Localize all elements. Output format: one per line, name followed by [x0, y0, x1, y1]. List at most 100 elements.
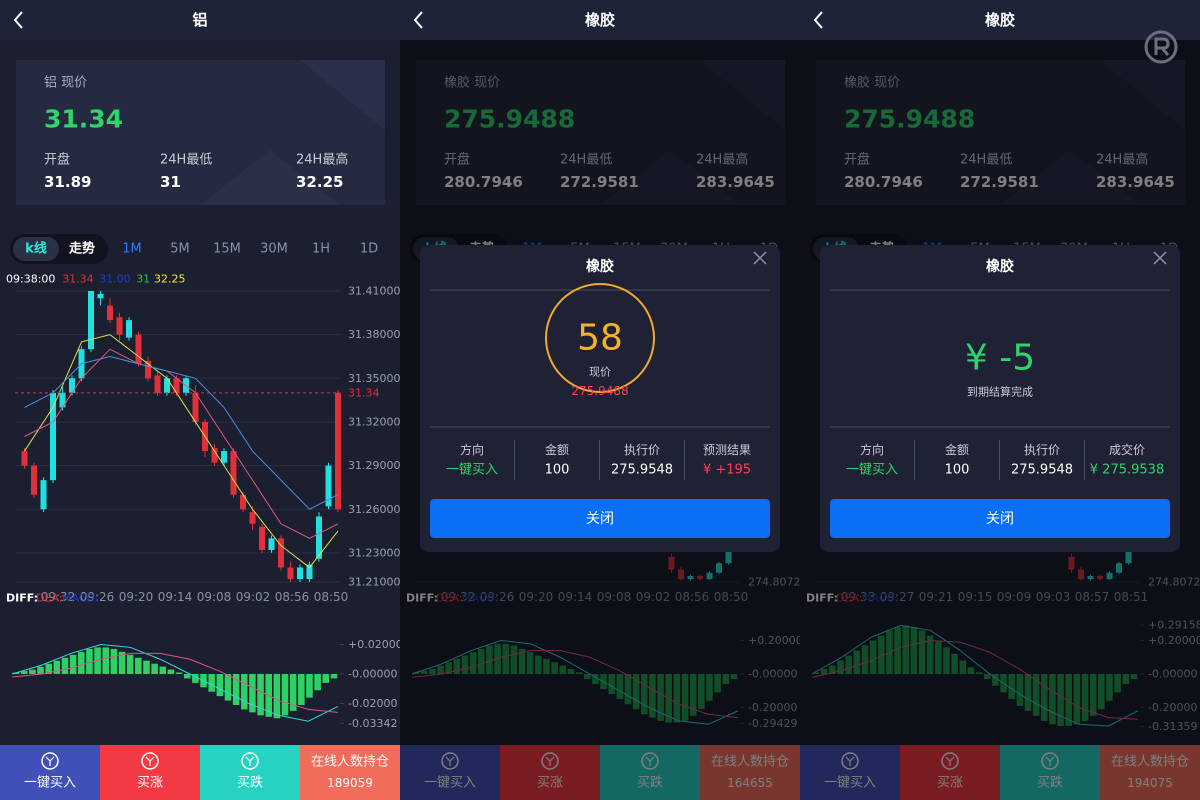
- back-button[interactable]: [413, 11, 423, 29]
- action-button[interactable]: [0, 745, 100, 800]
- logo-glyph: [1154, 37, 1170, 56]
- header-title: 铝: [192, 11, 207, 29]
- macd-tick-label: -0.00000: [348, 668, 397, 681]
- candle-body: [50, 392, 56, 481]
- close-button[interactable]: [430, 499, 770, 538]
- back-button[interactable]: [813, 11, 823, 29]
- countdown-ring: [545, 283, 655, 393]
- price-card: [16, 60, 385, 205]
- close-button[interactable]: [830, 499, 1170, 538]
- x-tick-label: 09:02: [236, 590, 271, 604]
- action-button[interactable]: [200, 745, 300, 800]
- card-decoration: [300, 60, 385, 130]
- ohlc-info: 32.25: [154, 273, 186, 286]
- modal-title: 橡胶: [986, 258, 1014, 275]
- candle-body: [259, 526, 265, 550]
- button-icon: [141, 752, 159, 770]
- candle-body: [306, 564, 313, 580]
- card-decoration: [200, 150, 340, 205]
- macd-bar: [151, 663, 158, 674]
- y-tick-label: 31.38000: [348, 328, 401, 341]
- macd-bar: [29, 669, 36, 674]
- macd-bar: [135, 657, 142, 674]
- action-button[interactable]: [300, 745, 400, 800]
- result-caption: 到期结算完成: [967, 385, 1033, 399]
- x-tick-label: 08:50: [314, 590, 349, 604]
- modal: [420, 245, 780, 552]
- column-label: 方向: [460, 442, 484, 457]
- action-button[interactable]: [100, 745, 200, 800]
- macd-bar: [281, 674, 289, 716]
- macd-bar: [208, 674, 215, 692]
- countdown-value: 58: [577, 318, 623, 359]
- y-tick-label: 31.29000: [348, 459, 401, 472]
- macd-bar: [159, 666, 167, 674]
- macd-bar: [224, 674, 232, 701]
- candle-body: [335, 392, 341, 510]
- macd-bar: [314, 674, 321, 691]
- candle-body: [164, 378, 170, 393]
- header-bar: [800, 0, 1200, 40]
- header-bar: [0, 0, 400, 40]
- macd-bar: [232, 674, 240, 705]
- macd-bar: [126, 654, 134, 674]
- macd-bar: [53, 660, 61, 674]
- macd-bar: [216, 674, 224, 697]
- current-price: 31.34: [44, 105, 123, 134]
- button-icon: [41, 752, 59, 770]
- candle-body: [221, 451, 227, 463]
- macd-bar: [298, 674, 305, 705]
- header-title: 橡胶: [985, 11, 1015, 29]
- y-tick-label: 31.32000: [348, 415, 401, 428]
- candle-body: [88, 291, 94, 350]
- column-value: ¥ +195: [703, 463, 751, 478]
- column-value: 100: [545, 463, 570, 478]
- macd-legend: DIFF:: [6, 592, 38, 605]
- x-tick-label: 08:56: [275, 590, 310, 604]
- macd-bar: [69, 654, 77, 674]
- macd-bar: [143, 660, 150, 674]
- modal-close[interactable]: [1153, 251, 1167, 265]
- back-button[interactable]: [13, 11, 23, 29]
- button-label: 买跌: [237, 775, 263, 791]
- result-value: ¥ -5: [965, 338, 1035, 379]
- modal-close[interactable]: [753, 251, 767, 265]
- column-value: 100: [945, 463, 970, 478]
- ohlc-info: 31.34: [62, 273, 93, 286]
- macd-legend: DEA:: [36, 592, 62, 605]
- tab-active: [13, 237, 59, 261]
- period-tab[interactable]: 15M: [213, 242, 241, 257]
- online-count: 189059: [327, 776, 373, 790]
- button-label: 一键买入: [24, 776, 76, 791]
- logo-ring: [1144, 30, 1178, 64]
- macd-bar: [192, 674, 199, 683]
- macd-bar: [167, 669, 175, 674]
- x-tick-label: 09:20: [119, 590, 154, 604]
- macd-bar: [306, 674, 313, 698]
- candle-body: [154, 375, 161, 393]
- period-tab[interactable]: 5M: [170, 242, 190, 257]
- period-tab[interactable]: 1H: [312, 242, 330, 257]
- macd-bar: [273, 674, 281, 719]
- candle-body: [31, 465, 37, 495]
- column-label: 金额: [945, 442, 969, 457]
- column-value: 275.9548: [611, 463, 673, 478]
- close-button-label: 关闭: [586, 511, 614, 527]
- candle-body: [21, 451, 28, 466]
- y-tick-label: 31.21000: [348, 576, 401, 589]
- macd-bar: [257, 674, 264, 716]
- period-tab[interactable]: 1M: [122, 242, 142, 257]
- candle-body: [69, 378, 75, 393]
- macd-bar: [37, 666, 44, 674]
- period-tab[interactable]: 1D: [360, 242, 378, 257]
- button-icon-glyph: [45, 756, 55, 766]
- tab-kline[interactable]: k线: [25, 241, 47, 257]
- macd-bar: [61, 657, 69, 674]
- candle-body: [278, 538, 284, 568]
- period-tab[interactable]: 30M: [260, 242, 288, 257]
- column-value: 一键买入: [846, 463, 898, 478]
- tab-trend[interactable]: 走势: [69, 241, 95, 257]
- column-label: 方向: [860, 442, 884, 457]
